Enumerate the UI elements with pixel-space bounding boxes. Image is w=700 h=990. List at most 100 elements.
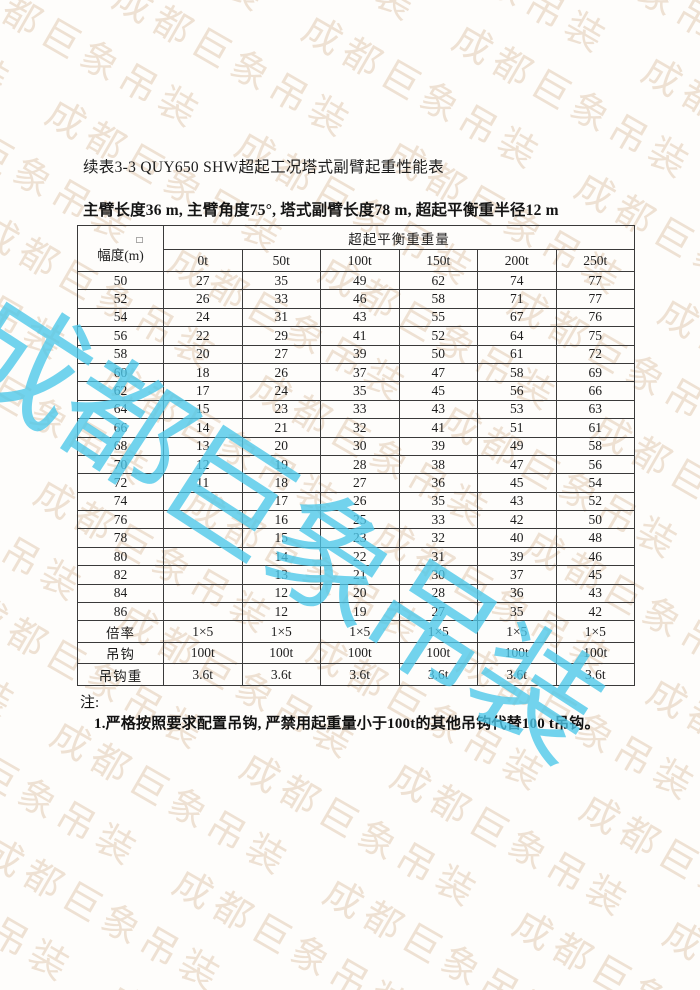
capacity-cell: 22 [163, 326, 243, 346]
capacity-cell: 14 [163, 418, 243, 438]
footer-label-cell: 吊钩重 [77, 663, 164, 686]
radius-cell: 80 [77, 546, 164, 567]
capacity-cell: 20 [320, 583, 400, 604]
footer-value-cell: 3.6t [477, 663, 557, 686]
capacity-cell: 49 [320, 270, 400, 291]
table-row: 60 18 26 37 47 58 69 [77, 362, 636, 383]
capacity-cell: 47 [398, 362, 478, 383]
table-row: 50 27 35 49 62 74 77 [77, 270, 636, 291]
footer-value-cell: 100t [241, 641, 321, 665]
table-row: 66 14 21 32 41 51 61 [77, 418, 636, 438]
radius-cell: 52 [77, 289, 164, 309]
footer-value-cell: 3.6t [163, 663, 243, 686]
counterweight-span-header: 超起平衡重重量 [162, 225, 636, 250]
capacity-cell: 31 [241, 307, 321, 328]
capacity-cell [163, 546, 243, 567]
footer-value-cell: 100t [398, 641, 478, 665]
table-title: 续表3-3 QUY650 SHW超起工况塔式副臂起重性能表 [83, 159, 444, 176]
capacity-cell [163, 583, 243, 604]
capacity-cell: 13 [163, 436, 243, 456]
radius-cell: 84 [77, 583, 164, 604]
radius-cell: 66 [77, 418, 164, 438]
capacity-cell: 50 [398, 344, 478, 364]
capacity-cell: 39 [398, 436, 478, 456]
radius-cell: 86 [77, 602, 164, 622]
footer-value-cell: 3.6t [398, 663, 478, 686]
capacity-cell: 47 [477, 454, 557, 475]
radius-cell: 76 [77, 510, 164, 530]
table-body: 50 27 35 49 62 74 77 52 26 33 46 58 71 77 54 24 31 43 55 67… [77, 270, 636, 686]
radius-cell: 58 [77, 344, 164, 364]
capacity-cell: 42 [477, 510, 557, 530]
capacity-cell: 36 [477, 583, 557, 604]
radius-cell: 64 [77, 399, 164, 420]
capacity-cell: 33 [398, 510, 478, 530]
capacity-cell: 15 [163, 399, 243, 420]
capacity-cell: 58 [398, 289, 478, 309]
radius-cell: 82 [77, 565, 164, 585]
footer-value-cell: 100t [320, 641, 400, 665]
capacity-cell: 27 [320, 473, 400, 493]
capacity-cell: 75 [555, 326, 636, 346]
capacity-cell: 66 [555, 381, 636, 401]
capacity-cell: 18 [163, 362, 243, 383]
capacity-cell: 27 [241, 344, 321, 364]
capacity-cell: 77 [555, 270, 636, 291]
capacity-cell: 69 [555, 362, 636, 383]
capacity-cell: 42 [555, 602, 636, 622]
capacity-cell [163, 528, 243, 548]
table-row: 64 15 23 33 43 53 63 [77, 399, 636, 420]
capacity-cell: 43 [398, 399, 478, 420]
capacity-cell: 72 [555, 344, 636, 364]
counterweight-col-header: 100t [320, 249, 400, 272]
capacity-cell: 12 [241, 602, 321, 622]
table-row: 78 15 23 32 40 48 [77, 528, 636, 548]
capacity-cell: 23 [241, 399, 321, 420]
capacity-cell: 12 [163, 454, 243, 475]
capacity-cell: 45 [398, 381, 478, 401]
capacity-cell: 58 [477, 362, 557, 383]
capacity-cell: 43 [555, 583, 636, 604]
table-footer-row: 倍率 1×5 1×5 1×5 1×5 1×5 1×5 [77, 620, 636, 643]
capacity-cell: 77 [555, 289, 636, 309]
footer-value-cell: 1×5 [398, 620, 478, 643]
capacity-cell: 27 [163, 270, 243, 291]
capacity-cell: 58 [555, 436, 636, 456]
capacity-cell: 71 [477, 289, 557, 309]
capacity-cell: 55 [398, 307, 478, 328]
capacity-cell: 43 [320, 307, 400, 328]
capacity-cell: 39 [320, 344, 400, 364]
capacity-cell: 30 [398, 565, 478, 585]
capacity-cell: 26 [163, 289, 243, 309]
footer-value-cell: 100t [477, 641, 557, 665]
capacity-cell: 27 [398, 602, 478, 622]
footer-value-cell: 3.6t [241, 663, 321, 686]
capacity-cell: 74 [477, 270, 557, 291]
capacity-cell: 31 [398, 546, 478, 567]
capacity-cell: 64 [477, 326, 557, 346]
capacity-cell: 33 [320, 399, 400, 420]
capacity-cell: 39 [477, 546, 557, 567]
capacity-cell: 26 [241, 362, 321, 383]
capacity-cell: 46 [555, 546, 636, 567]
capacity-cell: 17 [241, 491, 321, 512]
capacity-cell [163, 565, 243, 585]
table-row: 70 12 19 28 38 47 56 [77, 454, 636, 475]
table-row: 84 12 20 28 36 43 [77, 583, 636, 604]
table-row: 76 16 25 33 42 50 [77, 510, 636, 530]
header-row-span: □ 幅度(m) 超起平衡重重量 [77, 225, 636, 272]
footer-value-cell: 1×5 [241, 620, 321, 643]
capacity-cell: 56 [477, 381, 557, 401]
corner-box-symbol: □ [136, 234, 143, 246]
capacity-cell: 61 [477, 344, 557, 364]
radius-cell: 62 [77, 381, 164, 401]
capacity-cell: 61 [555, 418, 636, 438]
footer-value-cell: 3.6t [555, 663, 636, 686]
capacity-cell [163, 491, 243, 512]
capacity-cell: 56 [555, 454, 636, 475]
table-row: 56 22 29 41 52 64 75 [77, 326, 636, 346]
capacity-cell: 22 [320, 546, 400, 567]
capacity-cell: 48 [555, 528, 636, 548]
table-row: 74 17 26 35 43 52 [77, 491, 636, 512]
note-item-1: 1.严格按照要求配置吊钩, 严禁用起重量小于100t的其他吊钩代替100 t吊钩… [94, 716, 600, 732]
